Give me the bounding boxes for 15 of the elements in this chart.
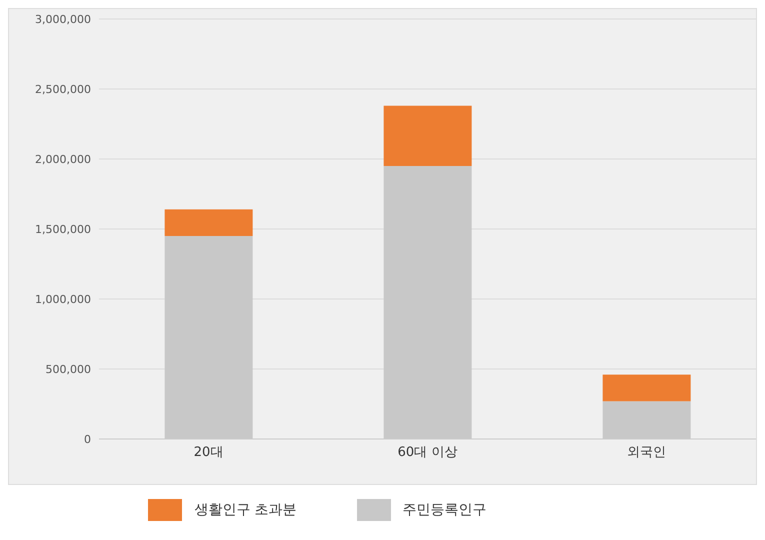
legend-label: 주민등록인구	[402, 501, 487, 519]
legend-label: 생활인구 초과분	[194, 501, 297, 519]
y-tick-label: 1,000,000	[35, 292, 91, 306]
x-tick-label: 외국인	[627, 445, 666, 460]
x-tick-label: 20대	[194, 445, 224, 460]
bar	[384, 106, 472, 166]
bar	[602, 374, 691, 402]
y-tick-label: 0	[84, 432, 91, 446]
bar	[164, 209, 253, 236]
y-tick-label: 3,000,000	[35, 12, 91, 26]
y-tick-label: 500,000	[46, 362, 91, 376]
y-tick-label: 2,000,000	[35, 152, 91, 166]
x-tick-label: 60대 이상	[398, 445, 458, 460]
y-tick-label: 2,500,000	[35, 82, 91, 96]
y-tick-label: 1,500,000	[35, 222, 91, 236]
